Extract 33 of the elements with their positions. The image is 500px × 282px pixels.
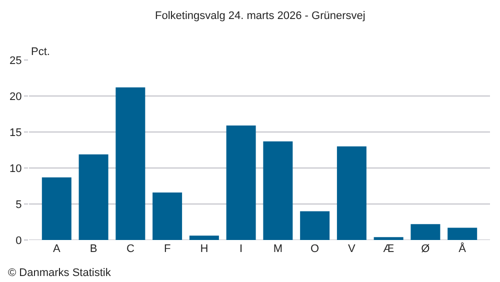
x-tick-label: H: [200, 243, 208, 255]
bar: [78, 154, 108, 240]
y-tick-label: 0: [16, 234, 22, 247]
y-tick-label: 20: [10, 90, 22, 103]
bar: [116, 87, 146, 240]
bar: [42, 177, 72, 240]
bar: [152, 192, 182, 240]
bar: [374, 237, 404, 240]
bar: [336, 146, 366, 240]
x-tick-label: A: [52, 243, 61, 255]
bar: [226, 126, 256, 240]
x-tick-label: B: [90, 243, 98, 255]
x-tick-label: Æ: [383, 243, 394, 255]
y-axis-title: Pct.: [31, 46, 50, 58]
bar: [300, 211, 330, 240]
chart-title: Folketingsvalg 24. marts 2026 - Grünersvej: [155, 10, 366, 22]
text: © Danmarks Statistik: [8, 267, 112, 279]
bar: [189, 236, 219, 240]
bar: [448, 228, 478, 240]
y-tick-label: 5: [16, 198, 22, 211]
x-tick-label: V: [348, 243, 356, 255]
x-tick-label: C: [126, 243, 134, 255]
bar: [410, 224, 440, 240]
y-tick-label: 25: [10, 54, 22, 67]
y-tick-label: 15: [10, 126, 22, 139]
x-tick-label: I: [240, 243, 243, 255]
x-tick-label: O: [310, 243, 320, 255]
x-tick-label: F: [164, 243, 171, 255]
x-tick-label: Å: [458, 242, 467, 255]
x-tick-label: M: [273, 243, 283, 255]
x-tick-label: Ø: [421, 243, 430, 255]
bar: [263, 141, 293, 240]
y-tick-label: 10: [10, 162, 22, 175]
